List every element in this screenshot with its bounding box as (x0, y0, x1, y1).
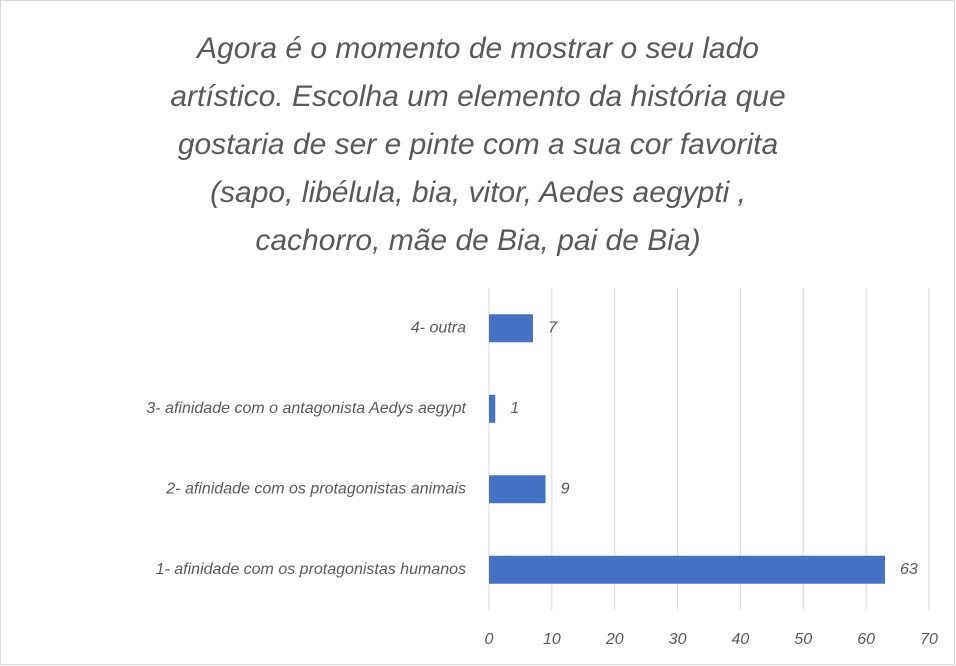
data-label: 9 (561, 480, 570, 497)
y-tick-label: 1- afinidade com os protagonistas humano… (156, 561, 466, 578)
x-tick-label: 10 (543, 631, 561, 648)
y-tick-label: 2- afinidade com os protagonistas animai… (165, 480, 466, 497)
data-label: 7 (548, 319, 558, 336)
chart-title: artístico. Escolha um elemento da histór… (170, 80, 785, 113)
chart-title: gostaria de ser e pinte com a sua cor fa… (178, 128, 778, 161)
x-tick-label: 50 (794, 631, 812, 648)
chart-title: cachorro, mãe de Bia, pai de Bia) (255, 224, 700, 257)
x-tick-label: 60 (857, 631, 875, 648)
bar (489, 314, 533, 343)
data-label: 63 (900, 561, 918, 578)
x-tick-label: 0 (485, 631, 494, 648)
y-tick-label: 3- afinidade com o antagonista Aedys aeg… (146, 400, 466, 417)
bar (489, 475, 546, 504)
chart-title: (sapo, libélula, bia, vitor, Aedes aegyp… (210, 176, 746, 209)
x-tick-label: 30 (669, 631, 687, 648)
x-tick-label: 40 (732, 631, 750, 648)
chart-title: Agora é o momento de mostrar o seu lado (195, 32, 759, 65)
bar (489, 394, 496, 423)
bar (489, 555, 885, 584)
x-tick-label: 20 (605, 631, 624, 648)
data-label: 1 (510, 400, 519, 417)
y-tick-label: 4- outra (411, 319, 466, 336)
x-tick-label: 70 (920, 631, 938, 648)
